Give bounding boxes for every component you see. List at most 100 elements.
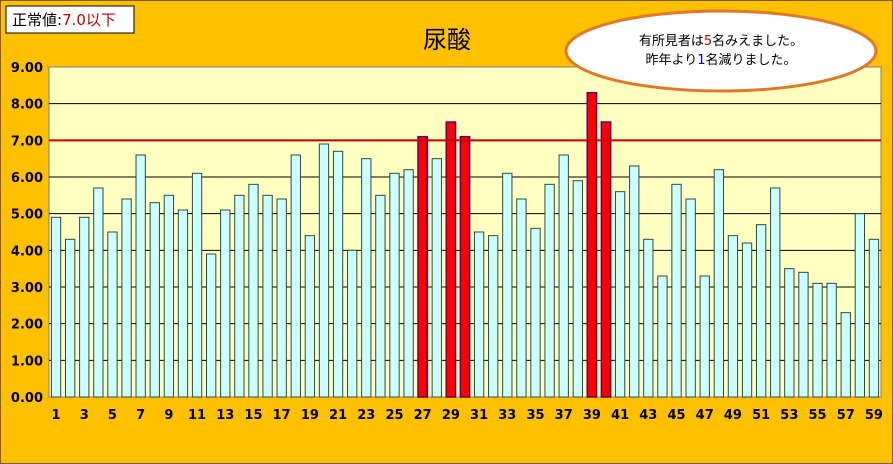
bar bbox=[206, 253, 217, 398]
bar bbox=[65, 238, 76, 398]
bar bbox=[826, 282, 837, 398]
callout-line2-prefix: 昨年より bbox=[645, 53, 697, 68]
bar bbox=[854, 213, 866, 398]
bar bbox=[784, 268, 795, 398]
bar bbox=[107, 231, 118, 398]
bar bbox=[347, 249, 358, 398]
bar bbox=[840, 312, 851, 398]
x-tick-label: 9 bbox=[164, 408, 173, 423]
bar bbox=[93, 187, 104, 398]
x-tick-label: 47 bbox=[696, 408, 714, 423]
bar bbox=[191, 172, 203, 398]
bar bbox=[755, 224, 767, 398]
bar bbox=[713, 169, 724, 398]
x-tick-label: 39 bbox=[583, 408, 601, 423]
x-tick-label: 37 bbox=[555, 408, 573, 423]
bar bbox=[431, 158, 442, 398]
bar bbox=[699, 275, 710, 398]
y-tick-label: 2.00 bbox=[11, 318, 43, 333]
bar bbox=[502, 172, 513, 398]
bar-abnormal bbox=[445, 121, 457, 398]
bar bbox=[375, 194, 386, 398]
bar bbox=[685, 198, 696, 398]
bar bbox=[643, 238, 654, 398]
bar bbox=[572, 180, 583, 398]
x-tick-label: 29 bbox=[442, 408, 460, 423]
y-tick-label: 7.00 bbox=[11, 134, 43, 149]
x-tick-label: 11 bbox=[188, 408, 206, 423]
bar bbox=[798, 271, 809, 398]
x-tick-labels: 1 3 5 7 9 11 13 15 17 19 21 23 25 27 29 31 33 35 37 39 41 43 4… bbox=[52, 408, 883, 423]
callout-line2-number: 1 bbox=[697, 53, 705, 68]
bar bbox=[121, 198, 132, 398]
x-tick-label: 33 bbox=[498, 408, 516, 423]
bar bbox=[558, 154, 569, 398]
bar bbox=[868, 238, 880, 398]
x-tick-label: 13 bbox=[216, 408, 234, 423]
bar bbox=[473, 231, 485, 398]
callout-line-2: 昨年より1名減りました。 bbox=[645, 52, 796, 68]
bar bbox=[149, 202, 160, 398]
y-tick-label: 3.00 bbox=[11, 281, 43, 296]
x-tick-label: 59 bbox=[865, 408, 883, 423]
bars bbox=[50, 91, 880, 398]
bar bbox=[727, 235, 739, 398]
bar bbox=[614, 191, 626, 398]
callout-line1-number: 5 bbox=[704, 34, 712, 49]
x-tick-label: 17 bbox=[273, 408, 291, 423]
bar bbox=[304, 235, 316, 398]
bar bbox=[290, 154, 301, 398]
bar bbox=[389, 172, 400, 398]
bar bbox=[318, 143, 330, 398]
normal-value-badge bbox=[5, 5, 135, 34]
callout-line-1: 有所見者は5名みえました。 bbox=[639, 33, 803, 49]
bar bbox=[812, 282, 823, 398]
y-tick-label: 9.00 bbox=[11, 61, 43, 76]
y-tick-label: 8.00 bbox=[11, 98, 43, 113]
x-tick-label: 23 bbox=[357, 408, 375, 423]
normal-value-text: 正常値:7.0以下 bbox=[12, 11, 116, 29]
bar bbox=[50, 216, 62, 398]
bar bbox=[741, 242, 753, 398]
x-tick-label: 21 bbox=[329, 408, 347, 423]
x-tick-label: 53 bbox=[780, 408, 798, 423]
bar-abnormal bbox=[459, 135, 471, 398]
bar bbox=[276, 198, 287, 398]
bar bbox=[248, 183, 259, 398]
y-tick-label: 4.00 bbox=[11, 244, 43, 259]
bar bbox=[177, 209, 189, 398]
bar bbox=[671, 183, 682, 398]
x-tick-label: 51 bbox=[752, 408, 770, 423]
x-tick-label: 57 bbox=[837, 408, 855, 423]
bar bbox=[79, 216, 90, 398]
callout-ellipse bbox=[564, 9, 878, 93]
bar bbox=[361, 158, 372, 398]
x-tick-label: 35 bbox=[526, 408, 544, 423]
bar bbox=[163, 194, 175, 398]
bar bbox=[516, 198, 527, 398]
y-tick-label: 6.00 bbox=[11, 171, 43, 186]
x-tick-label: 19 bbox=[301, 408, 319, 423]
x-tick-label: 3 bbox=[80, 408, 89, 423]
bar-abnormal bbox=[600, 121, 612, 398]
callout-line2-suffix: 名減りました。 bbox=[706, 52, 797, 68]
bar bbox=[657, 275, 668, 398]
bar bbox=[234, 194, 245, 398]
normal-value-label: 正常値: bbox=[12, 11, 62, 29]
x-tick-label: 31 bbox=[470, 408, 488, 423]
bar bbox=[629, 165, 640, 398]
x-tick-label: 5 bbox=[108, 408, 117, 423]
y-tick-label: 5.00 bbox=[11, 208, 43, 223]
y-tick-labels: 0.00 1.00 2.00 3.00 4.00 5.00 6.00 7.00 8.00 9.00 bbox=[11, 61, 43, 406]
x-tick-label: 49 bbox=[724, 408, 742, 423]
bar bbox=[135, 154, 146, 398]
bar bbox=[403, 169, 414, 398]
bar bbox=[488, 235, 499, 398]
bar-abnormal bbox=[417, 135, 429, 398]
x-tick-label: 27 bbox=[414, 408, 432, 423]
bar bbox=[530, 227, 541, 398]
callout-line1-suffix: 名みえました。 bbox=[712, 33, 803, 49]
x-tick-label: 41 bbox=[611, 408, 629, 423]
